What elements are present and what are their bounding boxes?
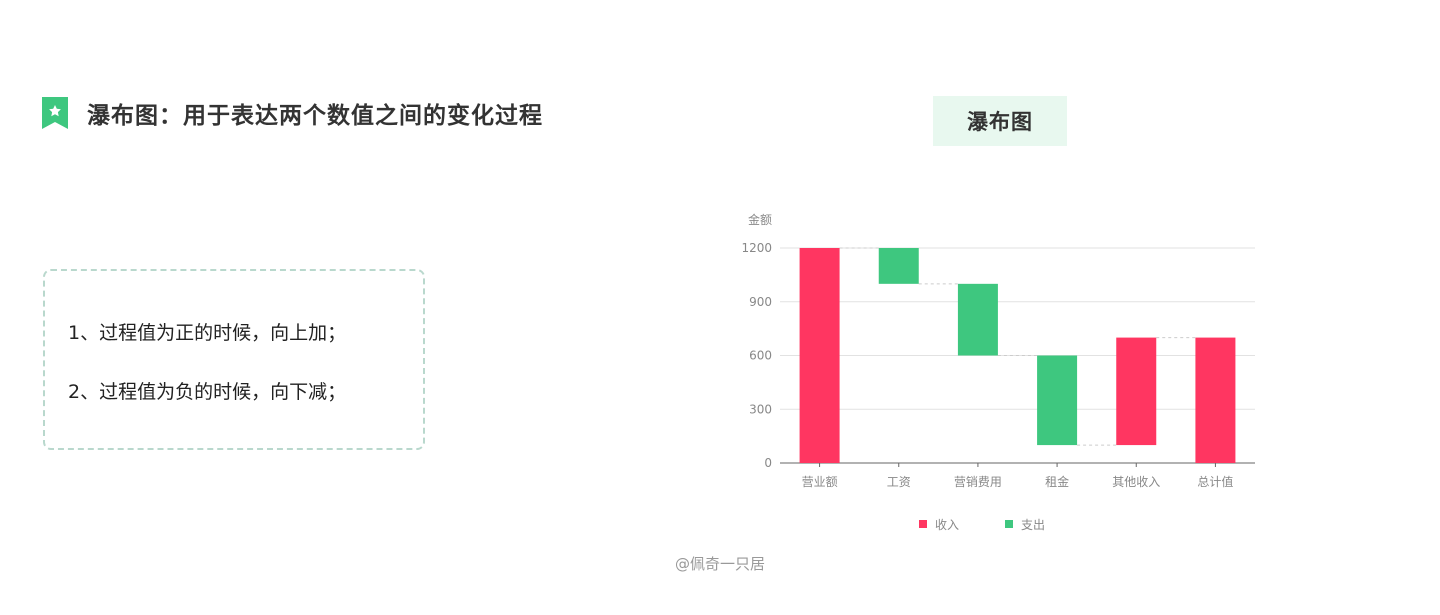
y-tick-label: 0 (764, 456, 772, 470)
x-tick-label: 营业额 (802, 475, 838, 489)
legend-label: 收入 (935, 518, 959, 532)
bookmark-star-icon (42, 97, 68, 129)
note-positive: 1、过程值为正的时候，向上加； (68, 322, 347, 344)
y-tick-label: 900 (749, 295, 772, 309)
heading-text: 瀑布图：用于表达两个数值之间的变化过程 (87, 103, 543, 129)
watermark: @佩奇一只居 (674, 555, 765, 573)
y-axis-label: 金额 (748, 212, 772, 227)
x-tick-label: 工资 (887, 475, 911, 489)
legend-swatch (1005, 520, 1013, 528)
legend-label: 支出 (1021, 518, 1045, 532)
chart-title: 瀑布图 (967, 110, 1033, 134)
x-tick-label: 营销费用 (954, 475, 1002, 489)
y-tick-label: 600 (749, 349, 772, 363)
chart-title-box: 瀑布图 (933, 96, 1067, 146)
waterfall-bar (1195, 337, 1236, 463)
notes-box: 1、过程值为正的时候，向上加； 2、过程值为负的时候，向下减； (43, 269, 425, 450)
waterfall-bar (957, 283, 998, 356)
legend-swatch (919, 520, 927, 528)
waterfall-bar (1116, 337, 1157, 446)
x-tick-label: 其他收入 (1112, 475, 1160, 489)
waterfall-bar (1037, 355, 1078, 446)
x-tick-label: 总计值 (1197, 474, 1233, 489)
waterfall-bar (799, 248, 840, 463)
waterfall-bar (878, 248, 919, 284)
note-negative: 2、过程值为负的时候，向下减； (68, 381, 347, 403)
y-tick-label: 300 (749, 402, 772, 416)
section-heading: 瀑布图：用于表达两个数值之间的变化过程 (42, 96, 543, 130)
x-tick-label: 租金 (1045, 474, 1069, 489)
y-tick-label: 1200 (741, 241, 772, 255)
